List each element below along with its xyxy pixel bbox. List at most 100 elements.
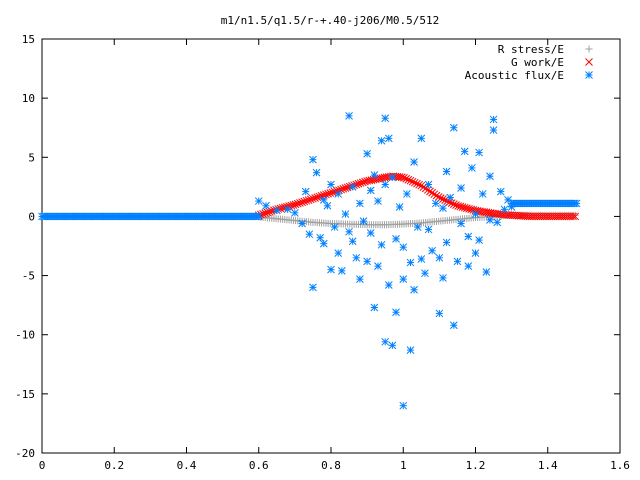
acoustic-flux-point <box>366 229 375 237</box>
g-work-point <box>443 197 452 205</box>
acoustic-flux-point <box>388 341 397 350</box>
x-tick-label: 1 <box>400 459 407 472</box>
g-work-point <box>289 201 298 209</box>
acoustic-flux-point <box>388 173 397 182</box>
acoustic-flux-point <box>254 212 263 221</box>
acoustic-flux-point <box>431 199 440 208</box>
acoustic-flux-point <box>421 269 429 278</box>
g-work-point <box>406 176 415 185</box>
acoustic-flux-point <box>323 201 332 210</box>
acoustic-flux-point <box>377 136 386 145</box>
acoustic-flux-point <box>399 243 408 252</box>
acoustic-flux-point <box>406 346 415 354</box>
acoustic-flux-point <box>272 206 281 215</box>
plot-frame <box>41 38 621 454</box>
acoustic-flux-point <box>439 274 447 282</box>
acoustic-flux-point <box>309 155 317 164</box>
acoustic-flux-point <box>254 197 263 205</box>
acoustic-flux-point <box>348 237 357 246</box>
acoustic-flux-point <box>327 180 335 189</box>
g-work-point <box>341 184 350 192</box>
g-work-point <box>458 203 467 211</box>
g-work-point <box>311 194 319 202</box>
y-tick-label: 0 <box>28 210 35 223</box>
g-work-point <box>454 202 463 210</box>
acoustic-flux-point <box>330 223 339 231</box>
g-work-point <box>410 178 419 187</box>
g-work-point <box>293 199 302 208</box>
legend-marker <box>585 58 593 66</box>
acoustic-flux-point <box>384 281 393 289</box>
series-acoustic-flux <box>38 112 581 410</box>
x-tick-label: 1.2 <box>466 459 486 472</box>
g-work-point <box>404 175 413 184</box>
y-tick-label: 10 <box>22 92 35 105</box>
acoustic-flux-point <box>399 401 408 410</box>
g-work-point <box>430 190 439 199</box>
g-work-point <box>298 198 306 207</box>
acoustic-flux-point <box>381 180 390 189</box>
acoustic-flux-point <box>356 199 364 208</box>
acoustic-flux-point <box>392 308 400 317</box>
acoustic-flux-point <box>468 164 476 172</box>
acoustic-flux-point <box>489 115 498 124</box>
y-tick-label: -5 <box>22 270 35 283</box>
y-tick-label: -20 <box>15 447 35 460</box>
legend-label: Acoustic flux/E <box>465 69 564 82</box>
x-tick-label: 0.6 <box>249 459 269 472</box>
acoustic-flux-point <box>428 246 437 255</box>
acoustic-flux-point <box>316 233 325 242</box>
g-work-point <box>263 208 272 217</box>
acoustic-flux-point <box>471 249 480 257</box>
acoustic-flux-point <box>403 190 411 198</box>
acoustic-flux-point <box>370 303 379 312</box>
acoustic-flux-point <box>262 201 270 210</box>
acoustic-flux-point <box>327 265 335 274</box>
acoustic-flux-point <box>345 227 353 236</box>
g-work-point <box>358 178 367 187</box>
acoustic-flux-point <box>493 218 502 227</box>
acoustic-flux-point <box>381 114 390 123</box>
acoustic-flux-point <box>435 309 444 318</box>
acoustic-flux-point <box>457 184 465 192</box>
plot-series <box>38 112 581 410</box>
acoustic-flux-point <box>449 123 458 132</box>
g-work-point <box>265 207 274 216</box>
chart-title: m1/n1.5/q1.5/r-+.40-j206/M0.5/512 <box>221 14 440 27</box>
g-work-point <box>309 194 317 203</box>
acoustic-flux-point <box>446 193 455 202</box>
acoustic-flux-point <box>312 168 321 177</box>
g-work-point <box>400 173 408 182</box>
legend-marker <box>585 45 593 53</box>
acoustic-flux-point <box>464 262 473 270</box>
x-tick-label: 0.2 <box>104 459 124 472</box>
legend-label: R stress/E <box>498 43 564 56</box>
x-tick-label: 1.6 <box>610 459 630 472</box>
g-work-point <box>356 179 365 187</box>
g-work-point <box>324 189 332 198</box>
g-work-point <box>460 203 469 212</box>
acoustic-flux-point <box>507 203 516 211</box>
g-work-point <box>439 195 447 204</box>
acoustic-flux-point <box>337 266 346 275</box>
acoustic-flux-point <box>475 148 483 157</box>
acoustic-flux-point <box>359 217 368 226</box>
g-work-point <box>291 200 300 209</box>
acoustic-flux-point <box>417 255 426 263</box>
acoustic-flux-point <box>363 149 371 158</box>
y-tick-label: 15 <box>22 33 35 46</box>
g-work-point <box>456 202 465 211</box>
g-work-point <box>315 192 324 201</box>
y-tick-label: 5 <box>28 151 35 164</box>
acoustic-flux-point <box>384 134 393 143</box>
acoustic-flux-point <box>504 196 512 204</box>
acoustic-flux-point <box>370 171 379 179</box>
acoustic-flux-point <box>424 180 433 189</box>
acoustic-flux-point <box>449 321 458 330</box>
g-work-point <box>569 212 577 221</box>
acoustic-flux-point <box>460 147 469 156</box>
acoustic-flux-point <box>352 253 361 262</box>
g-work-point <box>337 185 345 194</box>
acoustic-flux-point <box>453 257 462 266</box>
acoustic-flux-point <box>489 126 498 134</box>
